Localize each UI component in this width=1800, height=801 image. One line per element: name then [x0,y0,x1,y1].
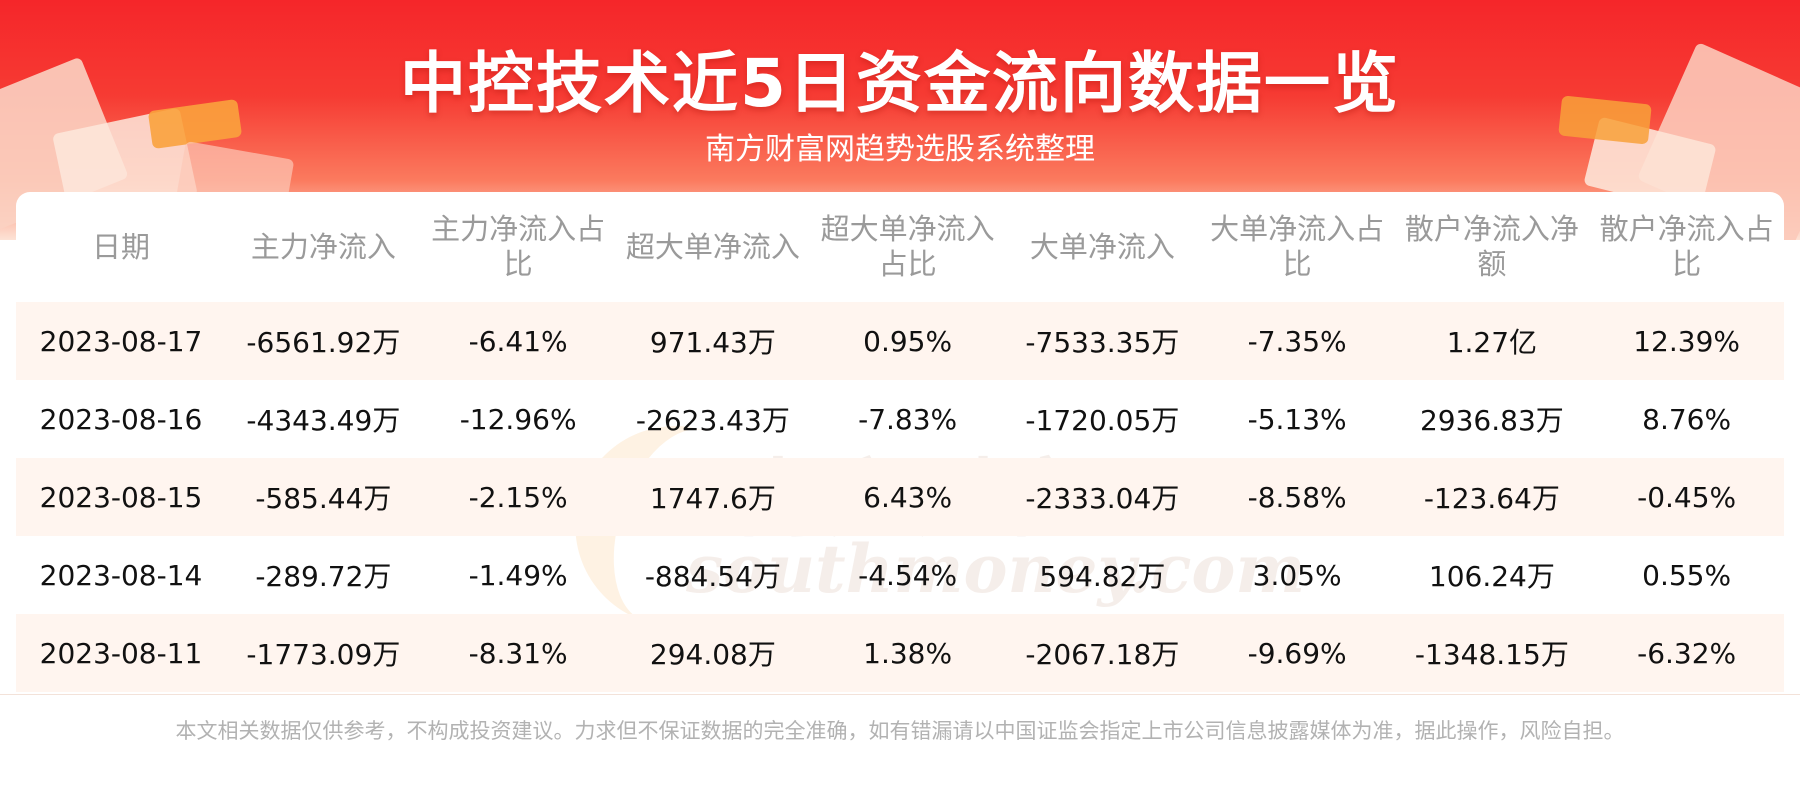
table-cell: -2.15% [420,458,616,536]
table-row: 2023-08-16 -4343.49万 -12.96% -2623.43万 -… [16,380,1784,458]
table-cell: -1720.05万 [1025,404,1180,437]
table-cell: 2936.83万 [1419,404,1564,437]
table-cell: -2067.18万 [1005,614,1200,692]
table-row: 2023-08-11 -1773.09万 -8.31% 294.08万 1.38… [16,614,1784,692]
table-row: 2023-08-17 -6561.92万 -6.41% 971.43万 0.95… [16,302,1784,380]
table-header-row: 日期 主力净流入 主力净流入占比 超大单净流入 超大单净流入占比 大单净流入 大… [16,192,1784,302]
column-header-date: 日期 [91,229,150,264]
column-header-main-net-inflow: 主力净流入 [250,229,396,264]
table-cell: 2023-08-16 [39,402,203,436]
table-cell: -5.13% [1247,402,1347,436]
column-header-retail-net-inflow: 散户净流入净额 [1404,212,1579,281]
page-subtitle: 南方财富网趋势选股系统整理 [705,132,1095,167]
table-cell: 12.39% [1589,302,1784,380]
column-header-main-net-inflow-ratio: 主力净流入占比 [431,212,606,281]
fund-flow-table: 日期 主力净流入 主力净流入占比 超大单净流入 超大单净流入占比 大单净流入 大… [16,192,1784,692]
table-cell: -0.45% [1589,458,1784,536]
table-cell: -6.32% [1589,614,1784,692]
table-cell: 1747.6万 [615,458,811,536]
table-cell: -884.54万 [644,560,781,593]
table-row: 2023-08-14 -289.72万 -1.49% -884.54万 -4.5… [16,536,1784,614]
data-table-card: 南方财富网 southmoney.com 日期 主力净流入 主力净流入占比 超大… [16,192,1784,712]
column-header-large-net-inflow-ratio: 大单净流入占比 [1210,212,1385,281]
table-cell: -8.31% [420,614,616,692]
column-header-extra-large-net-inflow: 超大单净流入 [625,229,800,264]
column-header-extra-large-net-inflow-ratio: 超大单净流入占比 [820,212,995,281]
table-cell: -6.41% [420,302,616,380]
watermark-text-en: southmoney.com [686,530,1306,608]
table-cell: 2023-08-17 [16,302,226,380]
table-cell: 2023-08-15 [16,458,226,536]
table-cell: -4343.49万 [246,404,401,437]
table-cell: -289.72万 [255,560,392,593]
table-cell: -2333.04万 [1005,458,1200,536]
table-cell: -7533.35万 [1005,302,1200,380]
table-cell: -4.54% [858,558,958,592]
table-cell: -1773.09万 [226,614,421,692]
table-cell: -2623.43万 [635,404,790,437]
footer: 本文相关数据仅供参考，不构成投资建议。力求但不保证数据的完全准确，如有错漏请以中… [0,694,1800,801]
table-cell: 1.27亿 [1394,302,1590,380]
table-cell: 0.95% [810,302,1005,380]
table-cell: -585.44万 [226,458,421,536]
table-cell: -1.49% [468,558,568,592]
table-cell: 106.24万 [1428,560,1555,593]
column-header-retail-net-inflow-ratio: 散户净流入占比 [1599,212,1774,281]
table-cell: 1.38% [810,614,1005,692]
table-cell: -9.69% [1199,614,1395,692]
table-cell: 971.43万 [615,302,811,380]
table-cell: -7.83% [858,402,958,436]
table-cell: 2023-08-14 [39,558,203,592]
page-title: 中控技术近5日资金流向数据一览 [400,45,1400,122]
table-cell: 6.43% [810,458,1005,536]
table-cell: -1348.15万 [1394,614,1590,692]
table-cell: -12.96% [459,402,577,436]
table-cell: 2023-08-11 [16,614,226,692]
table-cell: -123.64万 [1394,458,1590,536]
table-row: 2023-08-15 -585.44万 -2.15% 1747.6万 6.43%… [16,458,1784,536]
table-cell: -6561.92万 [226,302,421,380]
table-cell: 3.05% [1252,558,1342,592]
disclaimer-text: 本文相关数据仅供参考，不构成投资建议。力求但不保证数据的完全准确，如有错漏请以中… [175,719,1625,743]
table-cell: -7.35% [1199,302,1395,380]
table-cell: 8.76% [1642,402,1732,436]
table-cell: 0.55% [1642,558,1732,592]
table-cell: 294.08万 [615,614,811,692]
table-cell: -8.58% [1199,458,1395,536]
column-header-large-net-inflow: 大单净流入 [1029,229,1175,264]
table-cell: 594.82万 [1039,560,1166,593]
